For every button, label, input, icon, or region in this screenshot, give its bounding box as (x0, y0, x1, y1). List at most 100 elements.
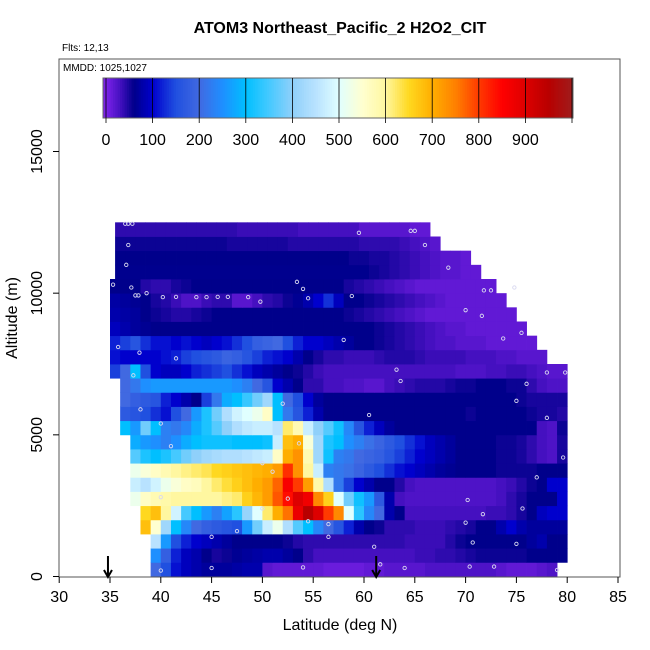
heatmap-cell (170, 491, 182, 507)
heatmap-cell (496, 392, 507, 407)
heatmap-cell (323, 335, 334, 351)
colorbar-segment (425, 78, 429, 118)
heatmap-cell (353, 505, 365, 521)
x-tick-label: 75 (508, 589, 526, 606)
heatmap-cell (435, 406, 446, 422)
colorbar-segment (294, 78, 298, 118)
heatmap-cell (364, 505, 375, 521)
colorbar-segment (285, 78, 289, 118)
observation-point (446, 265, 451, 270)
heatmap-cell (424, 463, 436, 478)
heatmap-cell (277, 250, 289, 266)
colorbar-segment (264, 78, 268, 118)
heatmap-cell (292, 392, 304, 407)
heatmap-cell (252, 378, 263, 393)
colorbar-segment (495, 78, 498, 118)
heatmap-cell (252, 505, 263, 521)
colorbar-segment (422, 78, 426, 118)
colorbar-tick-label: 300 (232, 132, 259, 149)
heatmap-cell (303, 378, 314, 393)
heatmap-cell (343, 449, 355, 464)
colorbar-segment (140, 78, 144, 118)
heatmap-cell (140, 364, 152, 379)
heatmap-cell (323, 364, 334, 379)
heatmap-cell (130, 307, 141, 322)
heatmap-cell (242, 307, 253, 322)
heatmap-cell (262, 548, 273, 563)
colorbar-segment (352, 78, 356, 118)
heatmap-cell (333, 392, 345, 407)
heatmap-cell (557, 548, 568, 563)
heatmap-cell (221, 349, 233, 365)
heatmap-cell (120, 420, 131, 436)
chart-subtitle: Flts: 12,13 (62, 43, 109, 54)
heatmap-cell (303, 335, 314, 351)
heatmap-cell (242, 406, 253, 422)
heatmap-cell (242, 505, 253, 521)
heatmap-cell (196, 250, 207, 266)
heatmap-cell (221, 321, 233, 337)
heatmap-cell (343, 349, 355, 365)
heatmap-cell (485, 534, 497, 549)
colorbar-segment (476, 78, 480, 118)
heatmap-cell (374, 378, 385, 393)
heatmap-cell (130, 335, 141, 351)
heatmap-cell (252, 534, 263, 549)
heatmap-cell (536, 434, 548, 450)
heatmap-cell (455, 378, 466, 393)
colorbar-segment (227, 78, 230, 118)
heatmap-cell (445, 321, 456, 337)
heatmap-cell (506, 477, 517, 492)
heatmap-cell (455, 519, 466, 535)
heatmap-cell (303, 463, 314, 478)
heatmap-cell (303, 420, 314, 436)
heatmap-cell (475, 321, 487, 337)
heatmap-cell (445, 477, 456, 492)
heatmap-cell (384, 321, 395, 337)
heatmap-cell (272, 562, 284, 577)
heatmap-cell (516, 477, 527, 492)
colorbar-segment (460, 78, 463, 118)
heatmap-cell (115, 236, 126, 252)
heatmap-cell (292, 406, 304, 422)
colorbar-segment (537, 78, 540, 118)
heatmap-cell (404, 548, 416, 563)
heatmap-cell (475, 434, 487, 450)
heatmap-cell (435, 562, 446, 577)
heatmap-cell (181, 491, 192, 507)
heatmap-cell (211, 335, 223, 351)
heatmap-cell (343, 491, 355, 507)
heatmap-cell (292, 463, 304, 478)
heatmap-cell (140, 463, 152, 478)
heatmap-cell (435, 505, 446, 521)
heatmap-cell (353, 449, 365, 464)
heatmap-cell (353, 491, 365, 507)
observation-point (512, 285, 517, 290)
heatmap-cell (485, 519, 497, 535)
heatmap-cell (303, 449, 314, 464)
heatmap-cell (272, 335, 284, 351)
colorbar-segment (106, 78, 109, 118)
heatmap-cell (465, 434, 477, 450)
heatmap-cell (384, 548, 395, 563)
heatmap-cell (424, 321, 436, 337)
heatmap-cell (252, 364, 263, 379)
heatmap-cell (496, 364, 507, 379)
heatmap-cell (546, 477, 558, 492)
heatmap-cell (394, 321, 406, 337)
heatmap-cell (191, 519, 202, 535)
heatmap-cell (308, 250, 319, 266)
observation-point (194, 294, 199, 300)
heatmap-cell (211, 534, 223, 549)
heatmap-cell (369, 250, 380, 266)
heatmap-cell (465, 463, 477, 478)
heatmap-cell (231, 406, 243, 422)
heatmap-cell (231, 463, 243, 478)
colorbar-segment (530, 78, 533, 118)
heatmap-cell (211, 279, 223, 294)
heatmap-cell (150, 519, 162, 535)
heatmap-cell (292, 279, 304, 294)
heatmap-cell (384, 449, 395, 464)
colorbar-segment (115, 78, 119, 118)
heatmap-cell (292, 321, 304, 337)
